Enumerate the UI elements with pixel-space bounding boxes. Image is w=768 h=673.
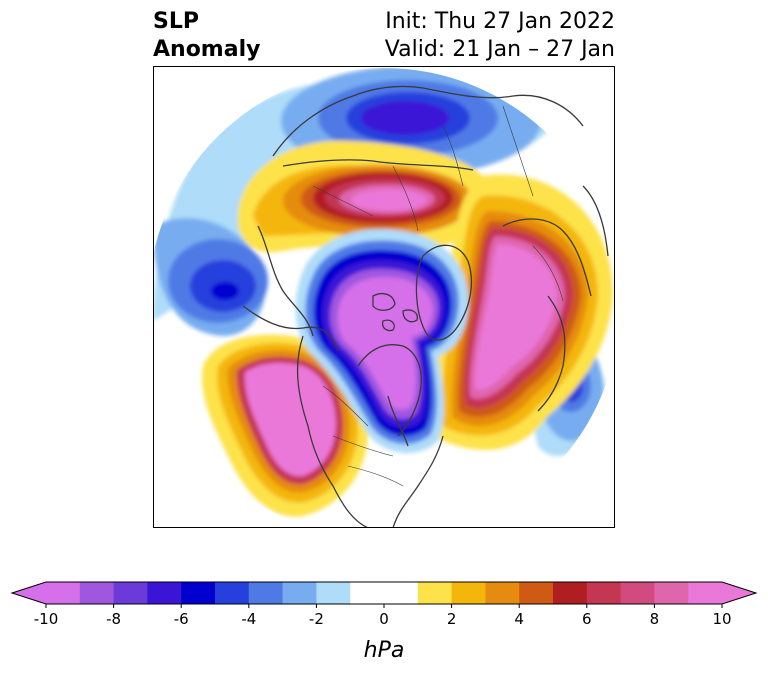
colorbar-tick-label: 10 — [712, 610, 731, 628]
colorbar-extend-min — [12, 582, 46, 604]
colorbar-bin — [350, 582, 385, 604]
colorbar-bin — [46, 582, 81, 604]
title-right-line-1: Init: Thu 27 Jan 2022 — [385, 9, 615, 34]
colorbar: -10 -8 -6 -4 -2 0 2 4 6 8 10 hPa — [10, 581, 758, 663]
colorbar-label: hPa — [364, 638, 405, 663]
title-right-line-2: Valid: 21 Jan – 27 Jan — [384, 37, 615, 62]
colorbar-bin — [654, 582, 689, 604]
colorbar-tick-label: 6 — [582, 610, 592, 628]
colorbar-tick-label: -6 — [174, 610, 189, 628]
colorbar-bin — [384, 582, 419, 604]
colorbar-bin — [215, 582, 250, 604]
colorbar-tick-label: 4 — [514, 610, 524, 628]
slp-anomaly-map — [153, 66, 615, 528]
title-left-line-1: SLP — [153, 9, 199, 34]
colorbar-bin — [553, 582, 588, 604]
colorbar-bin — [586, 582, 622, 604]
colorbar-extend-max — [722, 582, 756, 604]
colorbar-bin — [620, 582, 655, 604]
colorbar-bin — [417, 582, 453, 604]
title-left: SLP Anomaly — [153, 8, 260, 64]
colorbar-bin — [316, 582, 351, 604]
coastlines — [242, 85, 609, 528]
colorbar-tick-label: -4 — [241, 610, 256, 628]
colorbar-tick-label: -10 — [34, 610, 59, 628]
colorbar-bin — [282, 582, 317, 604]
map-frame — [153, 66, 615, 528]
colorbar-bin — [113, 582, 148, 604]
colorbar-bin — [519, 582, 554, 604]
colorbar-bin — [248, 582, 284, 604]
colorbar-bin — [79, 582, 115, 604]
colorbar-bin — [147, 582, 182, 604]
colorbar-tick-label: -2 — [309, 610, 324, 628]
colorbar-tick-label: 8 — [650, 610, 660, 628]
colorbar-bin — [688, 582, 723, 604]
colorbar-bin — [181, 582, 216, 604]
colorbar-tick-label: 2 — [447, 610, 457, 628]
title-right: Init: Thu 27 Jan 2022 Valid: 21 Jan – 27… — [385, 8, 615, 64]
title-left-line-2: Anomaly — [153, 37, 261, 62]
colorbar-tick-label: 0 — [379, 610, 389, 628]
colorbar-bin — [451, 582, 486, 604]
colorbar-tick-label: -8 — [106, 610, 121, 628]
colorbar-bin — [485, 582, 520, 604]
